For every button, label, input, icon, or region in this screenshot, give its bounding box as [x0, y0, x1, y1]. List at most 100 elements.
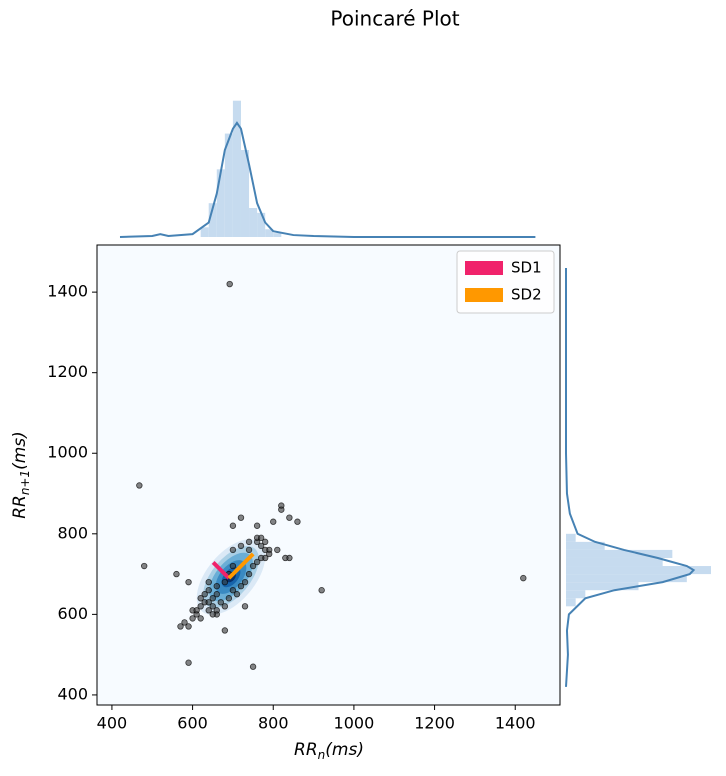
y-hist-bar — [566, 549, 673, 558]
point — [221, 578, 229, 586]
point — [185, 578, 192, 586]
point — [173, 570, 180, 578]
point — [241, 578, 249, 586]
y-tick-label: 800 — [57, 523, 88, 542]
point — [197, 603, 204, 610]
point — [221, 627, 229, 634]
x-tick-label: 1200 — [414, 714, 455, 733]
y-hist-bar — [566, 557, 663, 567]
point — [209, 603, 216, 610]
point — [274, 546, 281, 554]
plot-area — [96, 244, 561, 706]
point — [217, 599, 225, 606]
y-hist-bar — [566, 598, 576, 607]
point — [237, 514, 245, 521]
point — [241, 603, 249, 610]
point — [140, 562, 148, 570]
y-tick-label: 1400 — [47, 282, 88, 301]
y-kde — [565, 267, 696, 687]
point — [270, 518, 277, 525]
x-tick-label: 600 — [177, 714, 208, 733]
point — [209, 595, 216, 602]
x-hist-bar — [240, 150, 250, 237]
x-label-rest: (ms) — [325, 740, 364, 760]
point — [197, 615, 204, 622]
point — [237, 542, 245, 550]
y-hist-bar — [566, 533, 576, 542]
point — [286, 514, 293, 521]
point — [229, 522, 237, 529]
y-tick-label: 1200 — [47, 362, 88, 381]
y-label-sub: n+1 — [18, 470, 32, 495]
point — [185, 623, 192, 630]
point — [136, 482, 143, 489]
point — [221, 603, 229, 610]
point — [257, 554, 265, 562]
point — [189, 615, 196, 622]
x-kde — [119, 121, 536, 238]
x-tick-label: 800 — [258, 714, 289, 733]
point — [193, 607, 200, 614]
chart-title: Poincaré Plot — [330, 7, 459, 31]
x-label-sub: n — [318, 748, 326, 762]
point — [282, 554, 289, 562]
point — [294, 518, 301, 525]
point — [233, 591, 241, 598]
x-hist-bar — [249, 208, 258, 237]
sd1-line — [211, 561, 231, 580]
point — [213, 591, 220, 598]
point — [245, 546, 253, 554]
x-tick-label: 400 — [97, 714, 128, 733]
legend-swatch — [465, 261, 503, 275]
point — [266, 550, 273, 558]
point — [253, 522, 261, 529]
point — [257, 542, 265, 550]
point — [520, 574, 527, 582]
y-tick-label: 600 — [57, 604, 88, 623]
point — [249, 562, 257, 570]
y-hist-bar — [566, 541, 605, 550]
x-label-main: RR — [294, 740, 318, 760]
point — [201, 591, 208, 598]
x-hist-bar — [208, 203, 217, 237]
y-tick-label: 1000 — [47, 443, 88, 462]
y-tick-label: 400 — [57, 684, 88, 703]
sd2-line — [227, 552, 255, 580]
point — [177, 623, 184, 630]
y-hist-bar — [566, 566, 711, 575]
point — [229, 546, 237, 554]
y-label-rest: (ms) — [10, 431, 30, 470]
point — [249, 663, 257, 670]
point — [245, 538, 253, 546]
x-hist-bar — [200, 227, 209, 237]
point — [205, 578, 212, 586]
point — [257, 534, 265, 542]
point — [213, 607, 220, 614]
x-hist-bar — [232, 100, 241, 237]
point — [185, 659, 192, 666]
x-tick-label: 1000 — [334, 714, 375, 733]
point — [253, 558, 261, 566]
x-hist-bar — [257, 212, 266, 237]
point — [261, 546, 269, 554]
y-label-main: RR — [10, 495, 30, 519]
point — [318, 587, 325, 594]
point — [226, 280, 233, 288]
x-hist-bar — [265, 229, 274, 237]
point — [225, 595, 233, 602]
point — [229, 562, 237, 570]
point — [205, 607, 212, 614]
legend-swatch — [465, 288, 503, 302]
x-hist-bar — [273, 233, 282, 237]
y-hist-bar — [566, 582, 639, 591]
point — [181, 619, 188, 626]
legend-label: SD2 — [511, 286, 542, 304]
legend-label: SD1 — [511, 259, 542, 277]
point — [261, 538, 269, 546]
point — [213, 582, 220, 590]
point — [197, 595, 204, 602]
point — [209, 611, 216, 618]
x-hist-bar — [216, 169, 225, 237]
point — [245, 570, 253, 578]
